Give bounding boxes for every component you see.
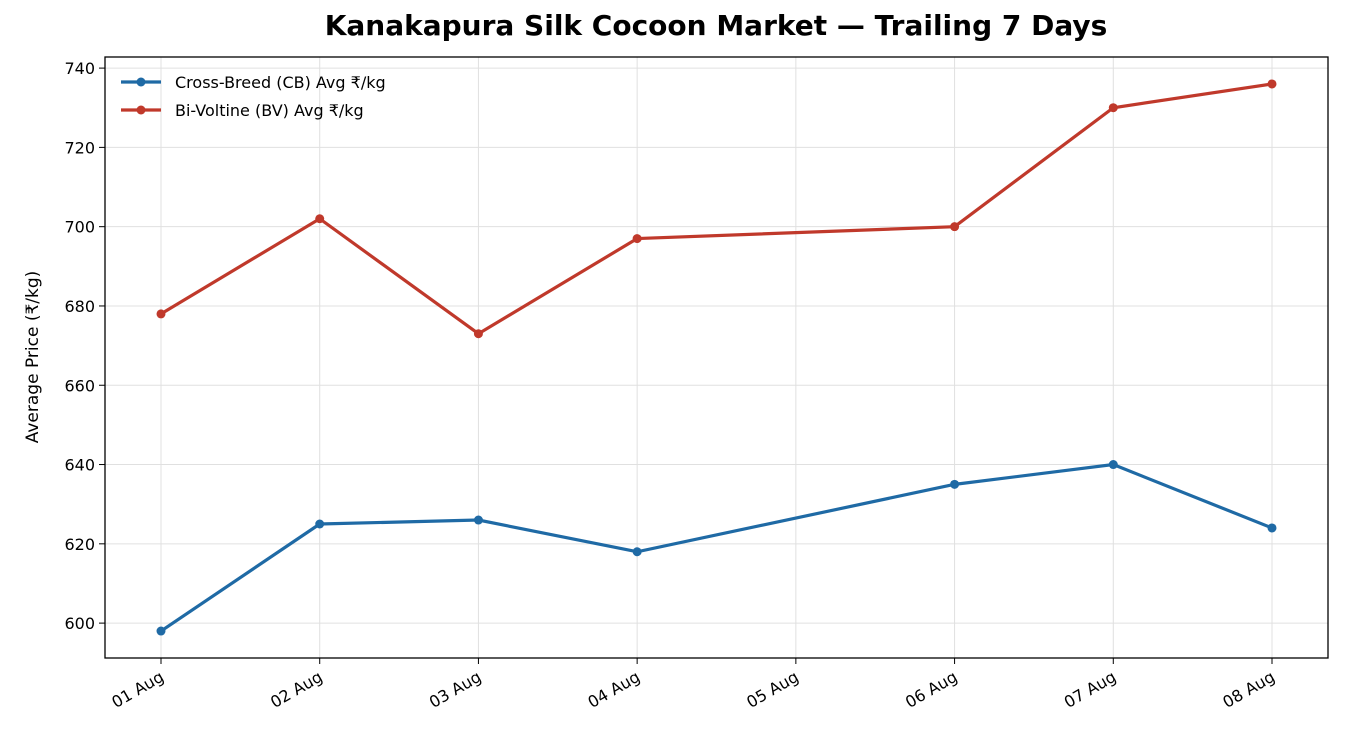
data-point xyxy=(1108,103,1118,113)
data-point xyxy=(950,222,960,232)
series-line xyxy=(160,462,1273,633)
x-tick-label: 07 Aug xyxy=(1061,667,1120,712)
y-tick-label: 600 xyxy=(64,614,95,633)
data-point xyxy=(1267,523,1277,533)
x-tick-label: 06 Aug xyxy=(902,667,961,712)
y-axis-label: Average Price (₹/kg) xyxy=(23,271,43,444)
legend-marker xyxy=(136,105,146,115)
y-tick-label: 740 xyxy=(64,59,95,78)
x-tick-label: 02 Aug xyxy=(267,667,326,712)
chart-title: Kanakapura Silk Cocoon Market — Trailing… xyxy=(325,9,1108,42)
y-tick-label: 720 xyxy=(64,138,95,157)
y-tick-label: 620 xyxy=(64,535,95,554)
data-point xyxy=(315,519,325,529)
legend-label: Cross-Breed (CB) Avg ₹/kg xyxy=(175,73,386,92)
data-point xyxy=(156,309,166,319)
y-tick-label: 640 xyxy=(64,456,95,475)
legend-marker xyxy=(136,77,146,87)
data-point xyxy=(1108,460,1118,470)
x-tick-label: 05 Aug xyxy=(743,667,802,712)
data-point xyxy=(473,329,483,339)
data-point xyxy=(473,515,483,525)
x-tick-label: 03 Aug xyxy=(426,667,485,712)
y-tick-label: 680 xyxy=(64,297,95,316)
y-tick-label: 660 xyxy=(64,376,95,395)
x-tick-label: 01 Aug xyxy=(108,667,167,712)
data-point xyxy=(156,626,166,636)
data-point xyxy=(315,214,325,224)
x-tick-label: 08 Aug xyxy=(1219,667,1278,712)
data-point xyxy=(1267,79,1277,89)
x-tick-label: 04 Aug xyxy=(585,667,644,712)
legend-label: Bi-Voltine (BV) Avg ₹/kg xyxy=(175,101,364,120)
data-point xyxy=(632,234,642,244)
y-tick-label: 700 xyxy=(64,218,95,237)
data-point xyxy=(950,479,960,489)
data-point xyxy=(632,547,642,557)
series-line xyxy=(160,82,1273,336)
plot-frame xyxy=(104,56,1329,659)
